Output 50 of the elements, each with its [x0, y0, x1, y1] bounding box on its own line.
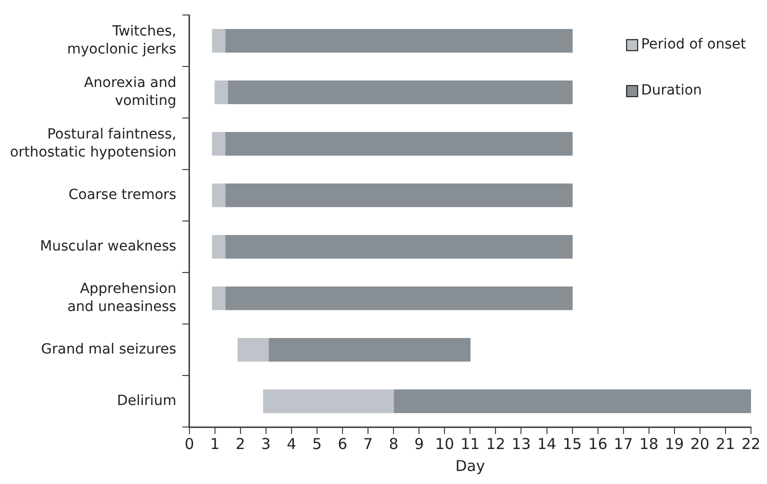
- x-tick-label: 5: [312, 434, 322, 453]
- x-tick-label: 22: [741, 434, 761, 453]
- x-tick-label: 10: [435, 434, 454, 453]
- x-axis-title: Day: [455, 456, 486, 475]
- x-tick-label: 4: [286, 434, 296, 453]
- x-tick-label: 11: [460, 434, 480, 453]
- bar: [238, 338, 269, 362]
- legend-label: Duration: [641, 82, 702, 99]
- x-tick-label: 16: [588, 434, 608, 453]
- x-tick-label: 2: [236, 434, 246, 453]
- bar: [212, 132, 226, 156]
- x-tick-label: 7: [363, 434, 373, 453]
- y-tick-label: Twitches, myoclonic jerks: [67, 23, 176, 58]
- bar: [268, 338, 471, 362]
- bar: [212, 286, 226, 310]
- x-tick-label: 0: [184, 434, 194, 453]
- x-tick-label: 17: [614, 434, 633, 453]
- bar: [227, 80, 573, 104]
- y-tick-label: Delirium: [117, 392, 176, 409]
- bar: [224, 132, 573, 156]
- bar: [224, 234, 573, 259]
- bar: [393, 389, 751, 414]
- bar: [214, 80, 228, 104]
- y-tick-label: Postural faintness, orthostatic hypotension: [10, 126, 176, 161]
- y-tick-label: Muscular weakness: [40, 238, 176, 254]
- x-tick-label: 6: [338, 434, 348, 453]
- x-tick-label: 8: [388, 434, 398, 453]
- bar: [212, 234, 226, 259]
- bar: [224, 183, 573, 208]
- x-tick-label: 13: [512, 434, 531, 453]
- y-tick-label: Anorexia and vomiting: [84, 74, 176, 110]
- x-tick-label: 9: [414, 434, 424, 453]
- bar: [212, 29, 226, 53]
- x-tick-label: 20: [690, 434, 710, 453]
- x-tick-label: 3: [261, 434, 271, 453]
- x-tick-label: 18: [639, 434, 658, 453]
- bar: [263, 389, 394, 414]
- x-tick-label: 14: [537, 434, 556, 453]
- bar: [224, 286, 573, 310]
- y-tick-label: Apprehension and uneasiness: [67, 280, 176, 316]
- bar: [212, 183, 226, 208]
- x-tick-label: 21: [716, 434, 736, 453]
- x-tick-label: 19: [664, 434, 684, 453]
- x-tick-label: 1: [210, 434, 220, 453]
- y-tick-label: Coarse tremors: [68, 186, 176, 203]
- legend-label: Period of onset: [641, 36, 747, 53]
- x-tick-label: 15: [562, 434, 582, 453]
- x-tick-label: 12: [486, 434, 506, 453]
- bar: [224, 29, 573, 53]
- y-tick-label: Grand mal seizures: [41, 341, 176, 358]
